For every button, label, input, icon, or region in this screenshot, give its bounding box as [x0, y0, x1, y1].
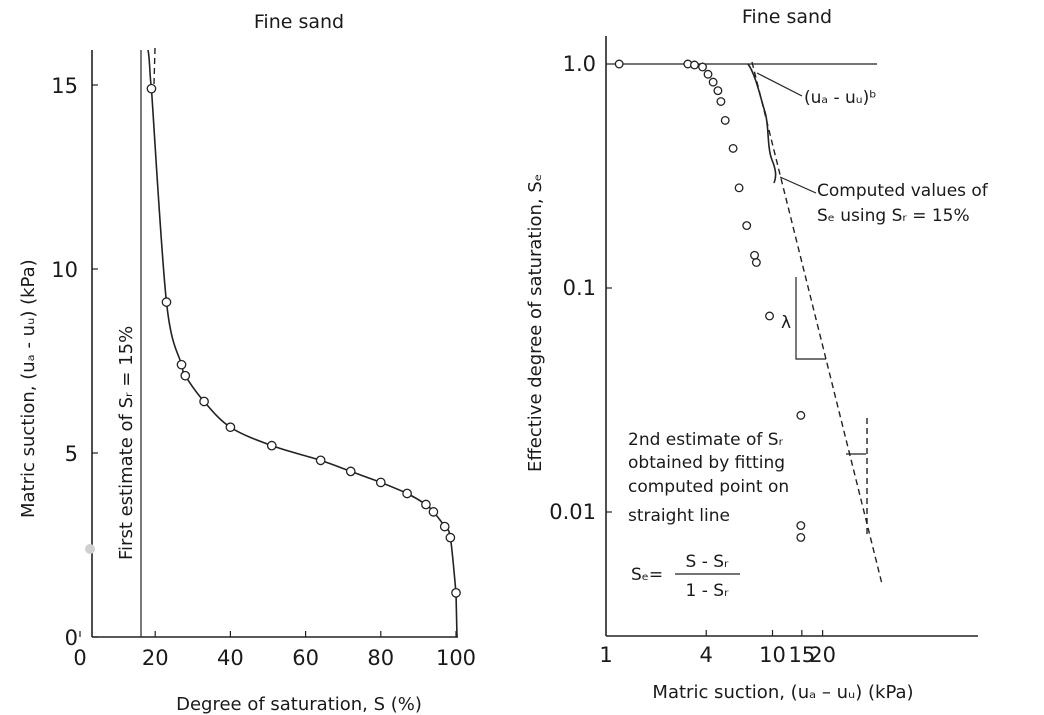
left-data-point	[428, 507, 439, 517]
right-solid-curve	[747, 63, 777, 184]
left-x-tick-label: 40	[217, 646, 244, 670]
right-x-tick-label: 4	[700, 643, 713, 667]
left-data-point	[315, 455, 326, 466]
left-data-point	[345, 466, 356, 477]
right-points	[614, 59, 806, 542]
left-data-point	[146, 83, 157, 94]
left-data-point	[225, 422, 236, 433]
fitted-line	[751, 61, 883, 585]
lambda-label: λ	[781, 313, 791, 333]
left-x-label: Degree of saturation, S (%)	[176, 694, 422, 715]
left-y-tick-label: 5	[65, 442, 78, 466]
air-entry-leader	[756, 72, 803, 97]
left-points	[146, 83, 461, 598]
right-data-point	[614, 59, 624, 69]
left-data-point	[439, 521, 450, 532]
left-dashed-extension	[153, 47, 156, 85]
right-data-point	[708, 77, 718, 87]
left-data-point	[199, 396, 209, 407]
right-y-label: Effective degree of saturation, Sₑ	[525, 174, 546, 472]
formula-numerator: S - Sᵣ	[686, 552, 730, 572]
right-data-point	[796, 532, 806, 542]
computed-leader	[779, 176, 817, 194]
right-data-point	[765, 311, 774, 321]
right-data-point	[703, 69, 713, 79]
formula-denominator: 1 - Sᵣ	[686, 581, 730, 601]
left-y-tick-label: 0	[65, 626, 78, 650]
right-x-tick-label: 20	[809, 643, 836, 667]
second-estimate-line-2: obtained by fitting	[628, 453, 785, 473]
right-data-point	[720, 115, 730, 125]
left-y-tick-label: 15	[51, 74, 78, 98]
second-estimate-line-1: 2nd estimate of Sᵣ	[628, 430, 784, 450]
right-data-point	[690, 60, 699, 70]
left-chart: Fine sand 0 20 40 60 80 100 0 5 10 15 First estim…	[18, 11, 476, 715]
computed-label-line-2: Sₑ using Sᵣ = 15%	[817, 206, 970, 226]
right-data-point	[742, 221, 752, 231]
left-data-point	[451, 587, 461, 598]
left-y-tick-label: 10	[51, 258, 78, 282]
right-data-point	[796, 521, 806, 530]
second-estimate-line-4: straight line	[628, 506, 730, 526]
left-chart-title: Fine sand	[254, 11, 344, 33]
right-y-tick-label: 0.1	[563, 276, 596, 300]
formula-lhs: Sₑ=	[631, 565, 663, 585]
left-x-tick-label: 80	[367, 646, 394, 670]
left-x-tick-label: 20	[142, 646, 169, 670]
left-data-point	[176, 359, 187, 370]
left-data-point	[402, 488, 412, 499]
right-chart-title: Fine sand	[742, 6, 832, 28]
left-curve	[150, 88, 458, 638]
right-data-point	[751, 258, 761, 267]
right-x-tick-label: 10	[759, 643, 786, 667]
left-x-tick-label: 0	[73, 646, 86, 670]
left-data-point	[161, 297, 172, 307]
left-data-point	[445, 532, 456, 543]
right-x-tick-label: 15	[788, 643, 815, 667]
lambda-triangle	[795, 277, 826, 360]
scan-mark	[85, 544, 95, 554]
right-x-label: Matric suction, (uₐ – uᵤ) (kPa)	[652, 682, 913, 703]
se-formula: Sₑ= S - Sᵣ 1 - Sᵣ	[631, 552, 740, 601]
left-data-point	[421, 499, 431, 510]
computed-label-line-1: Computed values of	[817, 181, 989, 201]
left-data-point	[375, 477, 386, 488]
right-y-tick-label: 0.01	[549, 500, 596, 524]
right-data-point	[728, 143, 738, 153]
first-estimate-label: First estimate of Sᵣ = 15%	[116, 326, 137, 560]
right-data-point	[796, 410, 806, 420]
left-x-tick-label: 100	[436, 646, 476, 670]
right-y-tick-label: 1.0	[563, 52, 596, 76]
left-y-label: Matric suction, (uₐ - uᵤ) (kPa)	[18, 259, 39, 518]
right-data-point	[713, 86, 723, 96]
right-data-point	[716, 97, 726, 106]
left-ticks: 0 20 40 60 80 100 0 5 10 15	[51, 74, 476, 670]
air-entry-label: (uₐ - uᵤ)ᵇ	[804, 88, 877, 108]
right-data-point	[734, 183, 744, 193]
left-data-point	[266, 440, 277, 451]
left-data-point	[180, 370, 191, 381]
right-data-point	[698, 62, 707, 72]
left-curve-top	[147, 49, 153, 89]
right-x-tick-label: 1	[599, 643, 612, 667]
right-data-point	[750, 250, 759, 260]
left-x-tick-label: 60	[292, 646, 319, 670]
second-estimate-line-3: computed point on	[628, 477, 789, 497]
